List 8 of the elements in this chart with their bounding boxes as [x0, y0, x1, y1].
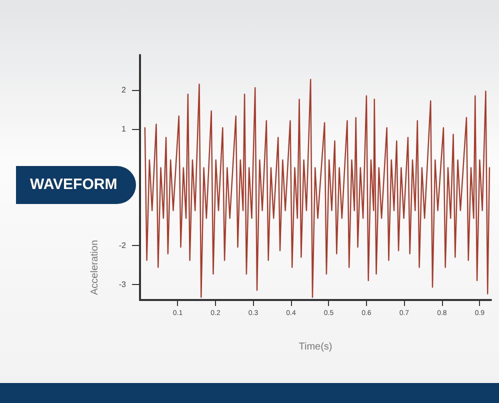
line-series: [144, 78, 490, 298]
y-tick-label: 1: [122, 124, 127, 134]
y-tick-label: -2: [118, 241, 127, 250]
text: WAVEFORM: [16, 166, 136, 204]
y-tick-label: -3: [118, 280, 127, 289]
y-tick-label: 2: [122, 86, 127, 94]
x-axis-title: Time(s): [298, 342, 332, 352]
y-axis-title: Acceleration: [90, 240, 100, 295]
